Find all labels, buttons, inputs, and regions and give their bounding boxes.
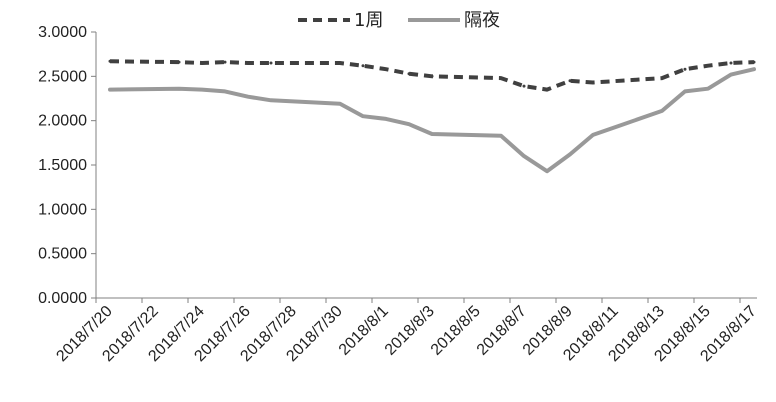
x-tick-label: 2018/8/5: [428, 303, 484, 359]
data-point: [246, 61, 250, 65]
data-point: [706, 64, 710, 68]
data-point: [499, 76, 503, 80]
x-tick-label: 2018/8/7: [474, 303, 530, 359]
data-point: [384, 67, 388, 71]
y-tick-label: 3.0000: [38, 24, 87, 41]
legend-label-overnight: 隔夜: [464, 10, 500, 31]
data-point: [384, 117, 388, 121]
series-group: [108, 59, 756, 174]
data-point: [706, 87, 710, 91]
data-point: [660, 109, 664, 113]
data-point: [269, 98, 273, 102]
legend-label-1week: 1周: [354, 10, 383, 31]
data-point: [223, 89, 227, 93]
data-point: [729, 61, 733, 65]
data-point: [545, 88, 549, 92]
data-point: [200, 61, 204, 65]
data-point: [407, 122, 411, 126]
data-point: [591, 133, 595, 137]
data-point: [338, 102, 342, 106]
y-tick-label: 0.0000: [38, 290, 87, 307]
data-point: [361, 114, 365, 118]
data-point: [752, 67, 756, 71]
data-point: [177, 60, 181, 64]
y-tick-label: 2.0000: [38, 113, 87, 130]
data-point: [752, 60, 756, 64]
data-point: [430, 132, 434, 136]
data-point: [108, 59, 112, 63]
data-point: [223, 60, 227, 64]
data-point: [568, 152, 572, 156]
data-point: [522, 84, 526, 88]
data-point: [729, 73, 733, 77]
data-point: [338, 61, 342, 65]
data-point: [269, 61, 273, 65]
data-point: [522, 154, 526, 158]
data-point: [200, 88, 204, 92]
x-tick-label: 2018/8/1: [336, 303, 392, 359]
legend: 1周 隔夜: [298, 10, 500, 31]
data-point: [246, 95, 250, 99]
y-tick-label: 1.0000: [38, 201, 87, 218]
data-point: [407, 72, 411, 76]
data-point: [361, 64, 365, 68]
axes: 0.0000 0.5000 1.0000 1.5000 2.0000 2.5000 3.00…: [38, 24, 760, 365]
data-point: [499, 134, 503, 138]
data-point: [660, 76, 664, 80]
y-tick-label: 2.5000: [38, 68, 87, 85]
data-point: [591, 81, 595, 84]
data-point: [177, 87, 181, 91]
y-tick-label: 1.5000: [38, 157, 87, 174]
x-tick-label: 2018/8/3: [382, 303, 438, 359]
data-point: [568, 79, 572, 83]
data-point: [683, 89, 687, 93]
series-line-overnight: [108, 67, 756, 174]
data-point: [683, 67, 687, 71]
y-tick-label: 0.5000: [38, 246, 87, 263]
data-point: [108, 88, 112, 92]
data-point: [430, 74, 434, 78]
data-point: [545, 169, 549, 173]
